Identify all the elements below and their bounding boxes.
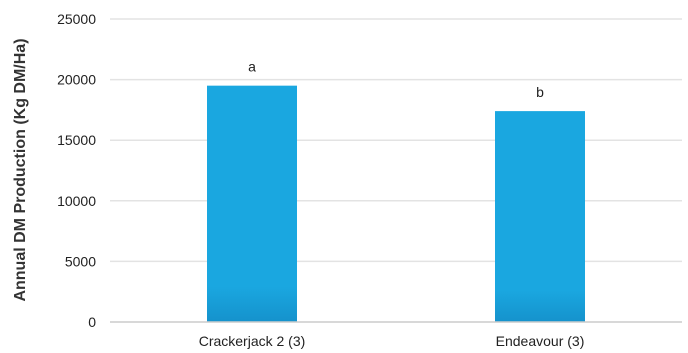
y-axis-title: Annual DM Production (Kg DM/Ha): [12, 38, 29, 301]
data-label: b: [536, 84, 544, 100]
labels: 0 5000 10000 15000 20000 25000 a Crackerjack 2 …: [57, 11, 584, 349]
bar-2: [495, 111, 585, 322]
y-tick-label: 20000: [57, 72, 96, 88]
y-tick-label: 25000: [57, 11, 96, 27]
gridlines: [110, 18, 682, 263]
y-tick-label: 5000: [65, 253, 96, 269]
y-tick-label: 0: [88, 314, 96, 330]
x-tick-label: Crackerjack 2 (3): [199, 333, 306, 349]
y-tick-label: 10000: [57, 193, 96, 209]
y-tick-label: 15000: [57, 132, 96, 148]
data-label: a: [248, 59, 256, 75]
bar-1: [207, 85, 297, 322]
x-tick-label: Endeavour (3): [496, 333, 585, 349]
bars: [207, 85, 585, 322]
